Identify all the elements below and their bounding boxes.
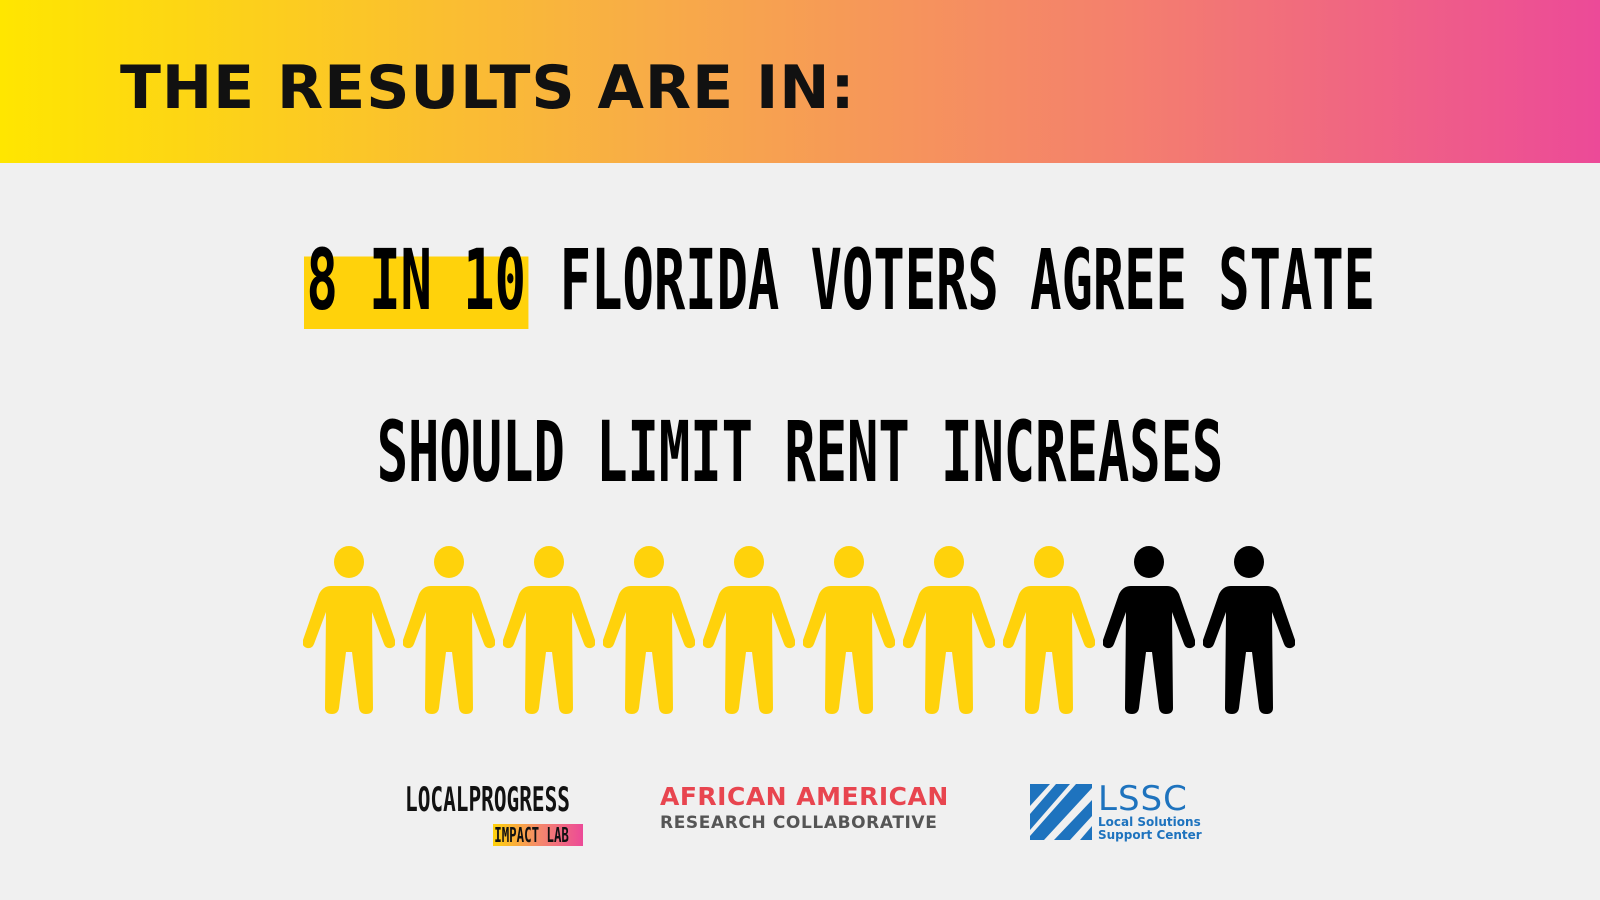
person-icon-agree: [303, 546, 395, 716]
headline-line-1-rest: FLORIDA VOTERS AGREE STATE: [528, 231, 1376, 329]
people-chart: [303, 546, 1295, 716]
person-icon: [303, 546, 395, 714]
person-icon-agree: [803, 546, 895, 716]
aarc-logo-line-2: RESEARCH COLLABORATIVE: [660, 813, 938, 833]
person-icon-other: [1203, 546, 1295, 716]
aarc-logo: AFRICAN AMERICAN RESEARCH COLLABORATIVE: [660, 782, 960, 834]
aarc-logo-line-1: AFRICAN AMERICAN: [660, 782, 949, 811]
headline-line-2: SHOULD LIMIT RENT INCREASES: [376, 403, 1224, 501]
impact-lab-label: IMPACT LAB: [494, 823, 569, 847]
lssc-title: LSSC: [1098, 779, 1188, 819]
person-icon: [1203, 546, 1295, 714]
impact-lab-tag: IMPACT LAB: [493, 824, 583, 846]
lssc-mark-icon: [1030, 784, 1092, 840]
person-icon-agree: [503, 546, 595, 716]
person-icon: [603, 546, 695, 714]
lssc-text: LSSC Local Solutions Support Center: [1098, 782, 1202, 842]
person-icon: [1003, 546, 1095, 714]
lssc-subtitle-line-2: Support Center: [1098, 828, 1202, 842]
person-icon: [703, 546, 795, 714]
person-icon-agree: [703, 546, 795, 716]
banner-title: THE RESULTS ARE IN:: [120, 53, 856, 123]
person-icon: [503, 546, 595, 714]
lssc-logo: LSSC Local Solutions Support Center: [1030, 782, 1230, 862]
top-banner: THE RESULTS ARE IN:: [0, 0, 1600, 163]
person-icon-agree: [403, 546, 495, 716]
person-icon: [903, 546, 995, 714]
person-icon: [1103, 546, 1195, 714]
lssc-subtitle-line-1: Local Solutions: [1098, 815, 1201, 829]
person-icon-agree: [603, 546, 695, 716]
local-progress-logo-top: LOCALPROGRESS: [405, 780, 570, 820]
person-icon: [403, 546, 495, 714]
partner-logos: LOCALPROGRESS IMPACT LAB AFRICAN AMERICA…: [0, 770, 1600, 870]
headline-line-1: 8 IN 10 FLORIDA VOTERS AGREE STATE: [304, 225, 1375, 335]
person-icon-agree: [903, 546, 995, 716]
person-icon-agree: [1003, 546, 1095, 716]
person-icon: [803, 546, 895, 714]
local-progress-logo: LOCALPROGRESS IMPACT LAB: [405, 780, 583, 862]
headline-highlight: 8 IN 10: [304, 231, 529, 329]
person-icon-other: [1103, 546, 1195, 716]
headline: 8 IN 10 FLORIDA VOTERS AGREE STATE SHOUL…: [0, 225, 1600, 507]
